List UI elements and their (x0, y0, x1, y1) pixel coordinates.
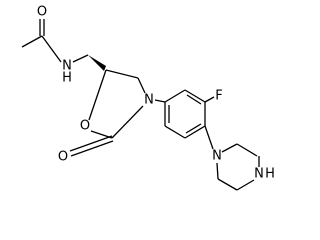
atom-labels: O N H O O N F N N H (37, 5, 275, 182)
atom-label: N (144, 93, 154, 108)
atom-label: N (62, 59, 72, 74)
bond (154, 99, 166, 103)
bond (72, 54, 89, 63)
bond (221, 143, 238, 153)
atom-label: F (215, 89, 222, 104)
bond (21, 35, 43, 48)
bond (111, 105, 144, 139)
bond (217, 178, 238, 191)
atom-label: O (37, 5, 47, 20)
bonds (21, 19, 260, 191)
atom-label: O (58, 150, 68, 165)
atom-label: H (265, 167, 275, 182)
bond (164, 89, 186, 103)
bond (164, 125, 186, 139)
bond (236, 143, 258, 157)
bond (204, 96, 215, 103)
bond (137, 77, 146, 94)
atom-label: O (80, 119, 90, 134)
atom-label: H (62, 71, 72, 86)
bond (88, 69, 107, 121)
bond (105, 69, 139, 79)
molecule-diagram: O N H O O N F N N H (21, 5, 275, 191)
bond (69, 135, 113, 152)
bond (70, 140, 114, 157)
bond (184, 89, 206, 103)
bond (41, 35, 62, 63)
bond (216, 162, 219, 180)
atom-label: N (212, 149, 222, 164)
bond (184, 125, 206, 139)
wedge-bond (88, 55, 106, 71)
bond (185, 123, 202, 134)
bond (236, 179, 255, 191)
atom-label: N (254, 167, 264, 182)
bond (186, 94, 202, 105)
bond (204, 125, 214, 150)
